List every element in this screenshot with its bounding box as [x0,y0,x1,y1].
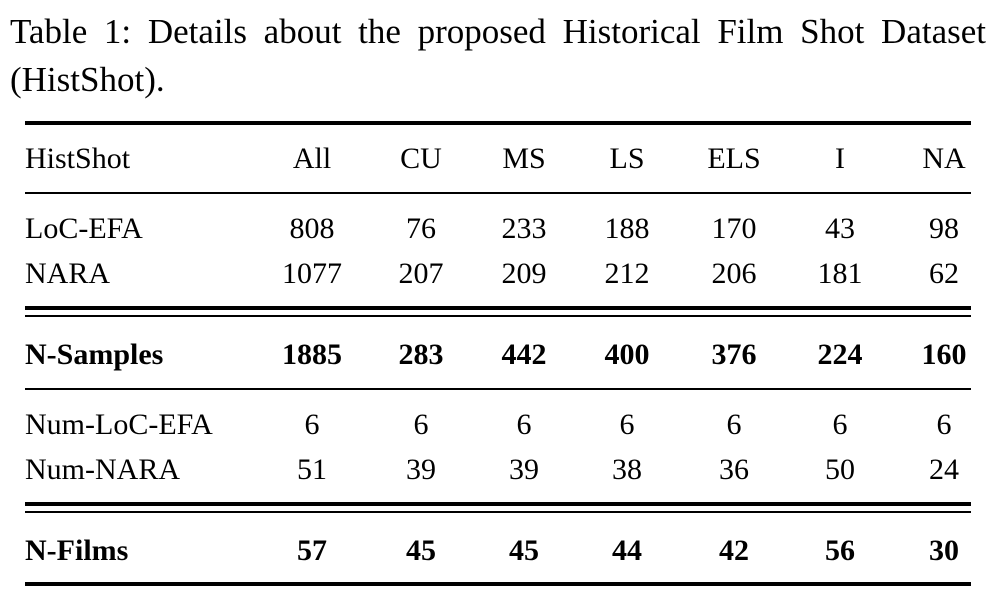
table-cell: 76 [406,212,436,245]
table-header-row: HistShot All CU MS LS ELS I NA [0,139,991,179]
table-cell: 42 [719,534,749,567]
table-cell: 442 [501,338,547,371]
table-cell: 36 [719,453,749,486]
table-cell: 45 [509,534,539,567]
row-label: N-Samples [25,338,164,371]
row-label: LoC-EFA [25,212,143,245]
section-rule [25,388,971,390]
row-label: N-Films [25,534,129,567]
table-row: NARA 1077 207 209 212 206 181 62 [0,254,991,294]
table-cell: 56 [825,534,855,567]
table-cell: 44 [612,534,642,567]
table-cell: 400 [604,338,650,371]
section-rule [25,511,971,513]
table-row: LoC-EFA 808 76 233 188 170 43 98 [0,209,991,249]
table-cell: 233 [501,212,547,245]
row-label: Num-LoC-EFA [25,408,213,441]
table-cell: 38 [612,453,642,486]
header-cell: NA [922,142,966,175]
row-label: NARA [25,257,111,290]
table-cell: 51 [297,453,327,486]
table-cell: 6 [413,408,429,441]
header-cell: All [292,142,332,175]
table-cell: 1885 [282,338,342,371]
header-cell: ELS [707,142,761,175]
table-cell: 212 [604,257,650,290]
table-cell: 224 [817,338,863,371]
header-rule [25,192,971,194]
table-cell: 376 [711,338,757,371]
table-cell: 1077 [282,257,342,290]
table-cell: 209 [501,257,547,290]
table-cell: 6 [936,408,952,441]
header-cell: I [835,142,845,175]
table-cell: 50 [825,453,855,486]
table-cell: 45 [406,534,436,567]
table-cell: 62 [929,257,959,290]
table-caption: Table 1: Details about the proposed Hist… [10,12,986,99]
table-cell: 170 [711,212,757,245]
table-cell: 808 [289,212,335,245]
table-cell: 6 [726,408,742,441]
header-cell: MS [502,142,546,175]
section-rule [25,502,971,506]
table-row: Num-LoC-EFA 6 6 6 6 6 6 6 [0,405,991,445]
table-cell: 206 [711,257,757,290]
table-cell: 188 [604,212,650,245]
table-row-total: N-Samples 1885 283 442 400 376 224 160 [0,335,991,375]
top-rule [25,121,971,125]
table-cell: 43 [825,212,855,245]
table-cell: 6 [304,408,320,441]
header-cell: CU [400,142,442,175]
header-cell: LS [609,142,645,175]
table-cell: 283 [398,338,444,371]
table-cell: 6 [619,408,635,441]
bottom-rule [25,582,971,586]
table-cell: 39 [509,453,539,486]
table-cell: 181 [817,257,863,290]
table-cell: 6 [516,408,532,441]
table-row: Num-NARA 51 39 39 38 36 50 24 [0,450,991,490]
table-cell: 6 [832,408,848,441]
table-cell: 30 [929,534,959,567]
table-cell: 207 [398,257,444,290]
table-row-total: N-Films 57 45 45 44 42 56 30 [0,531,991,571]
table-cell: 160 [921,338,967,371]
table-cell: 57 [297,534,327,567]
table-cell: 39 [406,453,436,486]
table-cell: 24 [929,453,959,486]
header-cell: HistShot [25,142,131,175]
table-cell: 98 [929,212,959,245]
section-rule [25,306,971,310]
row-label: Num-NARA [25,453,180,486]
section-rule [25,315,971,317]
